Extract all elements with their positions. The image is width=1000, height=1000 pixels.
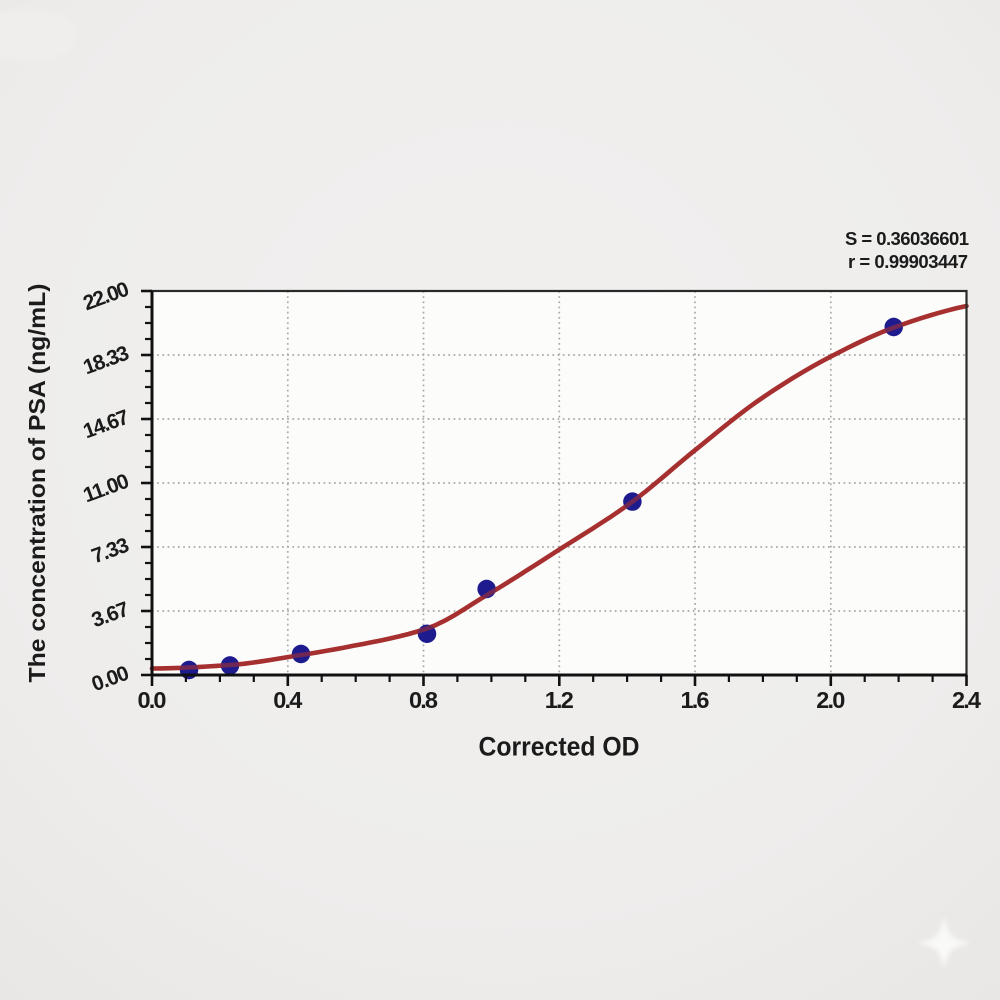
svg-text:S = 0.36036601: S = 0.36036601 <box>845 228 969 249</box>
svg-text:0.4: 0.4 <box>273 687 302 713</box>
svg-text:0.0: 0.0 <box>138 687 167 713</box>
svg-text:The concentration of PSA (ng/m: The concentration of PSA (ng/mL) <box>24 284 50 683</box>
svg-text:Corrected OD: Corrected OD <box>479 732 640 762</box>
svg-text:2.0: 2.0 <box>816 687 845 713</box>
svg-text:r = 0.99903447: r = 0.99903447 <box>848 251 968 272</box>
svg-text:1.2: 1.2 <box>545 687 574 713</box>
svg-text:2.4: 2.4 <box>952 687 981 713</box>
svg-text:0.8: 0.8 <box>409 687 438 713</box>
svg-text:1.6: 1.6 <box>681 687 710 713</box>
